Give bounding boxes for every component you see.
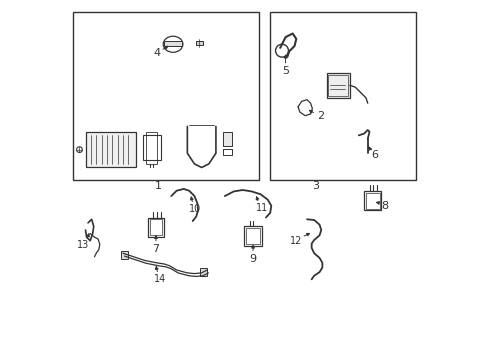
Text: 2: 2: [316, 111, 323, 121]
FancyBboxPatch shape: [223, 132, 231, 146]
Text: 1: 1: [155, 181, 162, 192]
FancyBboxPatch shape: [85, 132, 135, 167]
Text: 11: 11: [255, 203, 267, 213]
FancyBboxPatch shape: [121, 251, 128, 259]
Text: 9: 9: [249, 253, 256, 264]
Text: 8: 8: [381, 201, 387, 211]
Text: 12: 12: [289, 237, 302, 247]
Text: 10: 10: [189, 203, 201, 213]
Text: 14: 14: [154, 274, 166, 284]
Text: 4: 4: [153, 48, 160, 58]
FancyBboxPatch shape: [326, 73, 349, 98]
Text: 5: 5: [282, 66, 288, 76]
FancyBboxPatch shape: [196, 41, 203, 45]
FancyBboxPatch shape: [164, 41, 182, 46]
FancyBboxPatch shape: [200, 267, 206, 276]
Text: 3: 3: [312, 181, 319, 192]
Text: 7: 7: [152, 244, 159, 253]
Text: 6: 6: [371, 150, 378, 160]
Text: 13: 13: [77, 240, 89, 250]
